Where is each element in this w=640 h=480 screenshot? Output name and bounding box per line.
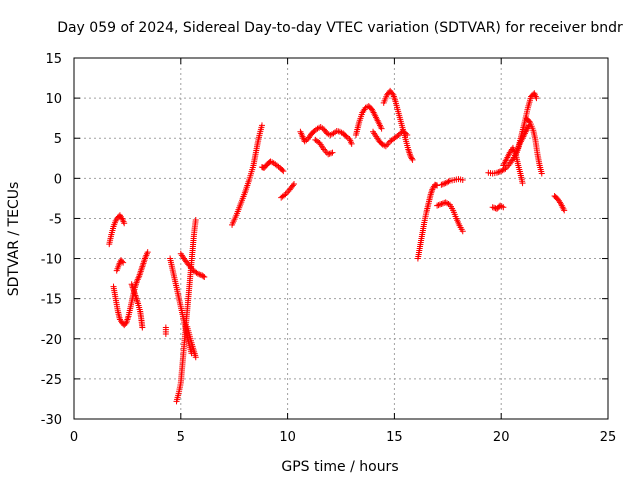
data-point xyxy=(434,182,441,189)
data-point xyxy=(525,122,532,129)
data-point xyxy=(279,167,286,174)
data-point xyxy=(489,204,496,211)
axis-ticks: 0 5 10 15 20 25 -30 -25 -20 -15 -10 -5 0 5 10 15 xyxy=(41,52,617,445)
y-tick-label: 0 xyxy=(54,172,62,187)
x-tick-label: 20 xyxy=(493,430,510,445)
y-tick-label: -5 xyxy=(49,212,62,227)
data-point xyxy=(533,95,540,102)
data-point xyxy=(434,202,441,209)
data-point xyxy=(139,324,146,331)
data-point xyxy=(326,150,333,157)
data-point xyxy=(185,261,192,268)
y-axis-label: SDTVAR / TECUs xyxy=(6,182,22,297)
plot-frame xyxy=(73,57,609,420)
x-tick-label: 10 xyxy=(279,430,296,445)
data-point xyxy=(196,271,203,278)
data-point xyxy=(378,125,385,132)
data-point xyxy=(408,155,415,162)
data-point xyxy=(445,178,452,185)
data-point xyxy=(436,201,443,208)
data-point xyxy=(407,152,414,159)
data-point xyxy=(281,192,288,199)
data-point xyxy=(538,170,545,177)
data-point xyxy=(120,259,127,266)
data-point xyxy=(144,249,151,256)
data-point xyxy=(329,149,336,156)
data-point xyxy=(291,180,298,187)
data-point xyxy=(194,270,201,277)
x-tick-label: 5 xyxy=(177,430,185,445)
x-tick-label: 15 xyxy=(386,430,403,445)
data-points xyxy=(106,87,568,405)
y-tick-label: 15 xyxy=(45,52,62,67)
data-point xyxy=(408,154,415,161)
y-tick-label: 10 xyxy=(45,92,62,107)
data-point xyxy=(328,150,335,157)
data-point xyxy=(441,180,448,187)
data-point xyxy=(121,220,128,227)
data-point xyxy=(119,258,126,265)
data-point xyxy=(280,168,287,175)
data-point xyxy=(200,273,207,280)
data-point xyxy=(459,228,466,235)
x-axis-label: GPS time / hours xyxy=(281,459,398,475)
data-point xyxy=(201,274,208,281)
x-tick-label: 25 xyxy=(600,430,617,445)
y-tick-label: -10 xyxy=(41,253,62,268)
data-point xyxy=(258,122,265,129)
data-point xyxy=(192,354,199,361)
data-point xyxy=(162,330,169,337)
data-point xyxy=(438,201,445,208)
data-point xyxy=(519,180,526,187)
data-point xyxy=(561,207,568,214)
data-point xyxy=(495,169,502,176)
data-point xyxy=(409,156,416,163)
data-point xyxy=(348,140,355,147)
data-point xyxy=(192,217,199,224)
y-tick-label: -30 xyxy=(41,413,62,428)
data-point xyxy=(439,181,446,188)
data-point xyxy=(438,181,445,188)
data-point xyxy=(325,151,332,158)
data-point xyxy=(289,182,296,189)
y-tick-label: -15 xyxy=(41,293,62,308)
y-tick-label: -25 xyxy=(41,373,62,388)
y-tick-label: -20 xyxy=(41,333,62,348)
data-point xyxy=(500,204,507,211)
data-point xyxy=(496,168,503,175)
data-point xyxy=(395,132,402,139)
data-point xyxy=(493,169,500,176)
x-tick-label: 0 xyxy=(70,430,78,445)
chart-title: Day 059 of 2024, Sidereal Day-to-day VTE… xyxy=(57,20,623,36)
y-tick-label: 5 xyxy=(54,132,62,147)
data-point xyxy=(435,202,442,209)
data-point xyxy=(459,176,466,183)
